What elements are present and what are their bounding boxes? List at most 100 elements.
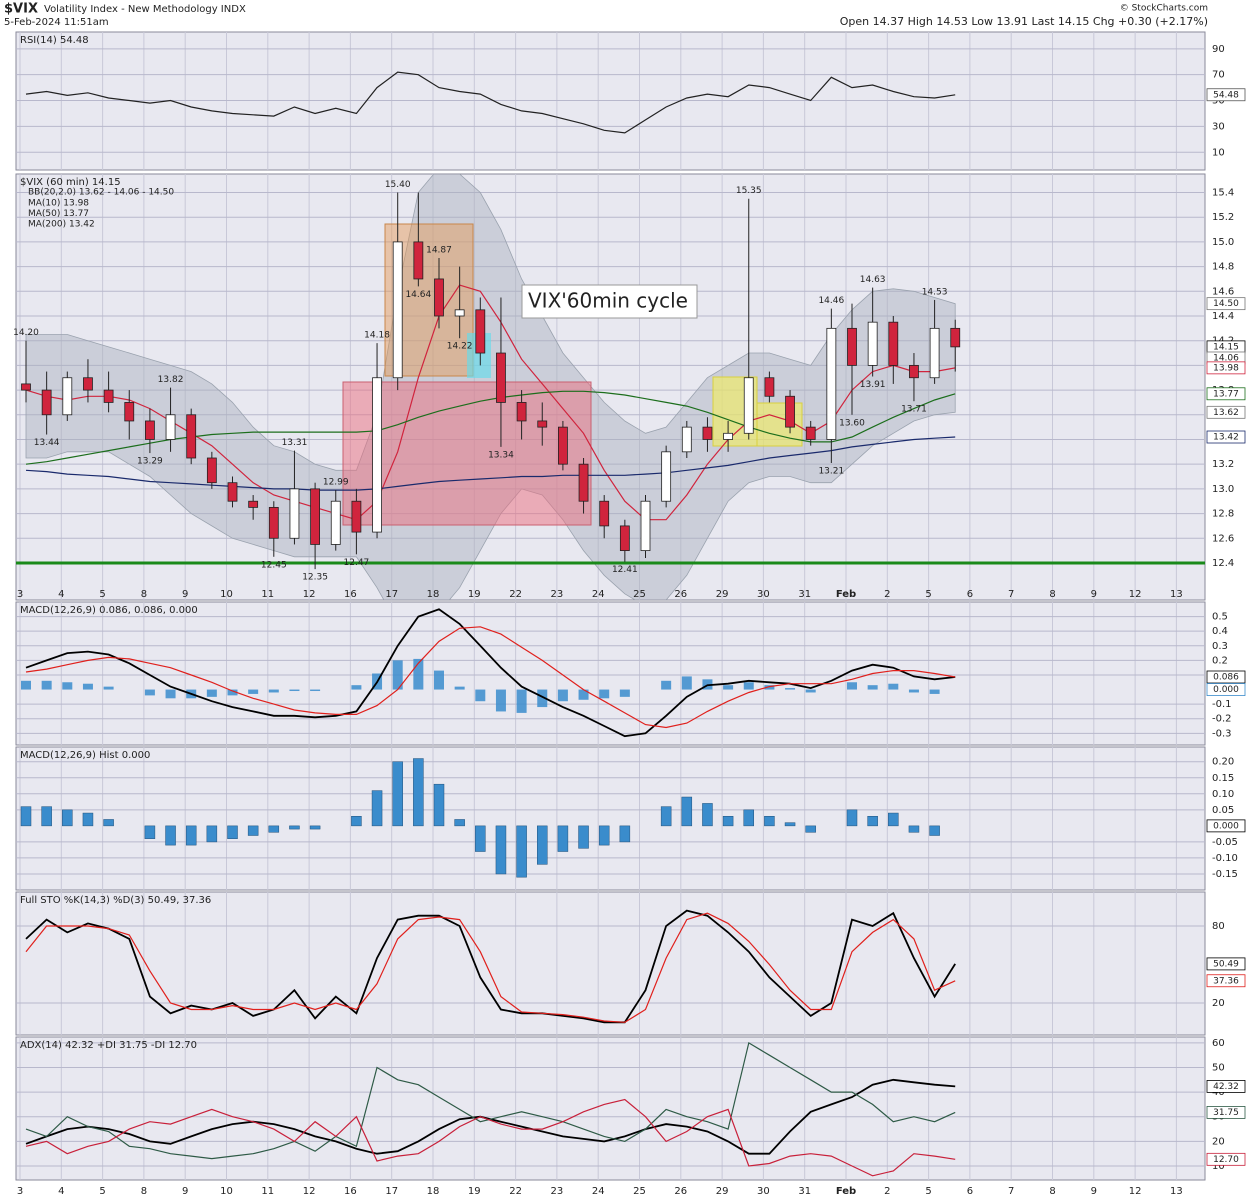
series-line bbox=[25, 1098, 956, 1177]
histogram-bar bbox=[661, 680, 672, 690]
candle-body bbox=[310, 488, 321, 545]
histogram-bar bbox=[185, 825, 197, 846]
histogram-bar bbox=[413, 758, 424, 827]
candle-body bbox=[723, 432, 733, 440]
price-label: 14.53 bbox=[922, 287, 948, 297]
panel-title: MACD(12,26,9) 0.086, 0.086, 0.000 bbox=[20, 605, 198, 616]
x-tick-label: Feb bbox=[836, 589, 856, 600]
x-tick-label: 19 bbox=[468, 1186, 481, 1197]
price-label: 14.64 bbox=[405, 290, 431, 300]
histogram-bar bbox=[371, 790, 383, 827]
x-tick-label: 9 bbox=[182, 589, 188, 600]
candle-body bbox=[785, 395, 795, 428]
histogram-bar bbox=[165, 825, 176, 846]
histogram-bar bbox=[537, 689, 548, 708]
x-tick-label: 30 bbox=[757, 589, 770, 600]
candle-body bbox=[413, 241, 424, 280]
value-badge bbox=[1206, 819, 1246, 833]
histogram-bar bbox=[598, 825, 610, 846]
histogram-bar bbox=[743, 682, 754, 690]
y-tick-label: -0.05 bbox=[1212, 837, 1238, 848]
y-tick-label: 12.4 bbox=[1212, 558, 1234, 569]
y-tick-label: 15.2 bbox=[1212, 212, 1234, 223]
x-tick-label: 30 bbox=[757, 1186, 770, 1197]
histogram-bar bbox=[578, 689, 589, 700]
histogram-bar bbox=[392, 761, 403, 827]
histogram-bar bbox=[764, 685, 775, 690]
x-tick-label: 7 bbox=[1008, 1186, 1014, 1197]
histogram-bar bbox=[681, 796, 693, 827]
series-line bbox=[25, 626, 956, 729]
candle-body bbox=[619, 525, 630, 552]
panel-title: MACD(12,26,9) Hist 0.000 bbox=[20, 750, 150, 761]
histogram-bar bbox=[434, 670, 444, 690]
histogram-bar bbox=[516, 689, 527, 713]
x-tick-label: 3 bbox=[17, 1186, 23, 1197]
candle-body bbox=[950, 327, 961, 348]
candle-body bbox=[206, 457, 217, 484]
x-tick-label: 24 bbox=[592, 589, 605, 600]
x-tick-label: 12 bbox=[1129, 1186, 1142, 1197]
value-badge-label: 14.50 bbox=[1213, 299, 1239, 309]
histogram-bar bbox=[929, 689, 940, 694]
candle-body bbox=[847, 327, 857, 366]
quote: Open 14.37 High 14.53 Low 13.91 Last 14.… bbox=[840, 15, 1208, 28]
price-label: 13.44 bbox=[34, 438, 60, 448]
panel-background bbox=[15, 1036, 1206, 1181]
histogram-bar bbox=[847, 682, 857, 690]
x-tick-label: 25 bbox=[633, 1186, 646, 1197]
value-badge bbox=[1206, 683, 1246, 696]
candle-body bbox=[289, 488, 300, 539]
price-label: 15.35 bbox=[736, 186, 762, 196]
panel-title: ADX(14) 42.32 +DI 31.75 -DI 12.70 bbox=[20, 1040, 197, 1051]
y-tick-label: -0.1 bbox=[1212, 699, 1232, 710]
histogram-bar bbox=[103, 686, 114, 690]
candle-body bbox=[764, 377, 775, 397]
x-tick-label: 10 bbox=[220, 1186, 233, 1197]
x-tick-label: 10 bbox=[220, 589, 233, 600]
histogram-bar bbox=[867, 816, 878, 827]
histogram-bar bbox=[62, 809, 73, 827]
x-tick-label: 22 bbox=[509, 1186, 522, 1197]
price-label: 12.47 bbox=[344, 558, 370, 568]
x-tick-label: 9 bbox=[1091, 589, 1097, 600]
value-badge bbox=[1206, 1106, 1246, 1119]
x-tick-label: 11 bbox=[261, 1186, 274, 1197]
value-badge-label: 54.48 bbox=[1213, 90, 1239, 100]
price-label: 15.40 bbox=[385, 180, 411, 190]
histogram-bar bbox=[206, 689, 217, 697]
histogram-bar bbox=[289, 689, 300, 692]
y-tick-label: 13.0 bbox=[1212, 484, 1234, 495]
x-tick-label: 8 bbox=[141, 1186, 147, 1197]
price-label: 13.21 bbox=[818, 466, 844, 476]
histogram-bar bbox=[454, 686, 465, 690]
legend-entry: MA(10) 13.98 bbox=[28, 199, 89, 209]
y-tick-label: 0.15 bbox=[1212, 773, 1234, 784]
value-badge-label: 50.49 bbox=[1213, 959, 1239, 969]
value-badge bbox=[1206, 430, 1246, 444]
y-tick-label: -0.2 bbox=[1212, 714, 1232, 725]
candle-body bbox=[537, 420, 548, 428]
y-tick-label: -0.3 bbox=[1212, 728, 1232, 739]
histogram-bar bbox=[21, 680, 31, 690]
x-tick-label: 11 bbox=[261, 589, 274, 600]
series-line bbox=[25, 436, 956, 491]
histogram-bar bbox=[413, 658, 424, 690]
x-tick-label: 5 bbox=[925, 1186, 931, 1197]
candle-body bbox=[640, 500, 651, 552]
histogram-bar bbox=[433, 783, 445, 827]
histogram-bar bbox=[475, 825, 486, 852]
candle-body bbox=[702, 426, 713, 440]
y-tick-label: 0.2 bbox=[1212, 655, 1228, 666]
x-tick-label: 31 bbox=[798, 1186, 811, 1197]
x-tick-label: 12 bbox=[1129, 589, 1142, 600]
histogram-bar bbox=[619, 825, 631, 843]
x-tick-label: 7 bbox=[1008, 589, 1014, 600]
y-tick-label: 30 bbox=[1212, 121, 1225, 132]
histogram-bar bbox=[908, 825, 920, 833]
x-tick-label: 2 bbox=[884, 589, 890, 600]
candle-body bbox=[661, 451, 672, 502]
x-tick-label: 26 bbox=[674, 589, 687, 600]
value-badge bbox=[1206, 297, 1246, 311]
